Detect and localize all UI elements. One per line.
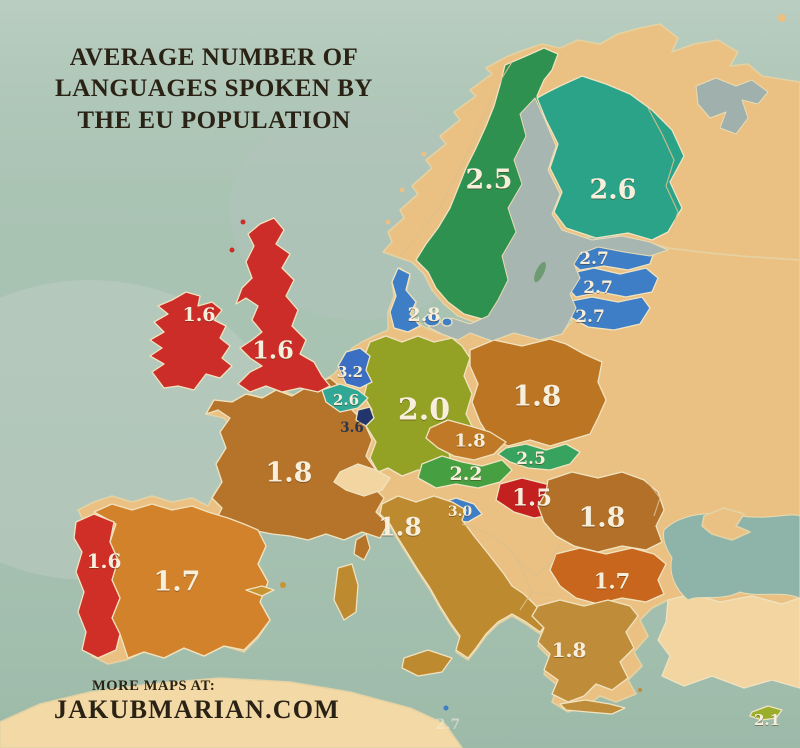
crimea-peninsula [701,507,751,541]
norway-islet-2 [399,187,405,193]
country-cyprus [749,705,783,721]
label-austria-value: 2.2 [449,463,482,485]
aegean-islet-1 [623,638,627,642]
white-sea [695,77,769,135]
label-luxembourg-value: 3.6 [340,420,364,436]
country-turkey [657,593,800,689]
country-malta [443,705,449,711]
label-bulgaria-value: 1.7 [594,569,631,594]
map-title: AVERAGE NUMBER OF LANGUAGES SPOKEN BY TH… [28,42,400,136]
country-austria [417,455,513,489]
country-lithuania [565,296,651,331]
uk-orkney-islet [240,219,246,225]
country-greece [531,599,639,703]
label-hungary-value: 1.5 [512,485,552,512]
spain-balearic-islet [280,582,286,588]
country-luxembourg [355,406,375,427]
aegean-islet-2 [616,663,620,667]
country-latvia [565,267,659,298]
label-ireland-value: 1.6 [182,304,215,326]
label-belgium-value: 2.6 [333,391,359,409]
country-portugal [73,513,121,659]
country-slovakia [497,443,581,471]
moldova-border [645,479,661,517]
more-maps-label: MORE MAPS AT: [92,678,216,694]
country-belgium [321,383,369,413]
map-title-line1: AVERAGE NUMBER OF [69,44,359,71]
label-poland-value: 1.8 [513,380,562,413]
italy-island-sardinia [333,563,359,621]
arctic-islet [778,14,786,22]
finland-russia-border [647,107,679,237]
country-italy [379,495,551,659]
denmark-island-funen [441,317,453,327]
country-romania [537,471,665,553]
label-finland-value: 2.6 [590,175,637,206]
uk-hebrides-islet [229,247,235,253]
label-denmark-value: 2.8 [407,304,440,326]
label-malta-value: 2.7 [436,717,460,733]
north-africa-coast [0,677,463,748]
italy-island-sicily [401,649,453,677]
label-sweden-value: 2.5 [466,165,513,196]
france-island-corsica [353,533,371,561]
label-estonia-value: 2.7 [579,249,609,269]
country-poland [469,338,607,447]
label-portugal-value: 1.6 [87,549,122,573]
baltic-sea [427,97,669,342]
label-latvia-value: 2.7 [583,278,613,298]
label-cyprus-value: 2.1 [754,711,780,729]
label-netherlands-value: 3.2 [337,363,363,381]
denmark-island-zealand [423,313,441,327]
country-finland [536,75,685,241]
greece-island-crete [559,699,626,715]
label-spain-value: 1.7 [154,567,201,598]
aegean-islet-3 [638,688,642,692]
label-slovakia-value: 2.5 [516,449,546,469]
label-romania-value: 1.8 [579,503,626,534]
balkans-border-2 [515,555,557,611]
norway-islet-1 [385,219,391,225]
country-united-kingdom [235,217,331,393]
spain-balearic-islands [245,585,275,597]
label-greece-value: 1.8 [552,638,587,662]
norway-sweden-border [399,61,513,257]
country-denmark [389,267,421,333]
attribution: MORE MAPS AT: JAKUBMARIAN.COM [54,678,340,725]
label-lithuania-value: 2.7 [575,307,605,327]
country-bulgaria [549,547,667,605]
label-italy-value: 1.8 [378,513,422,542]
map-title-line3: THE EU POPULATION [77,106,351,134]
website-text: JAKUBMARIAN.COM [54,695,340,724]
label-france-value: 1.8 [266,458,313,489]
label-slovenia-value: 3.0 [448,504,473,520]
country-france [205,377,389,541]
label-czech-republic-value: 1.8 [454,431,485,452]
balkans-border-1 [461,523,561,577]
country-ireland [149,291,233,391]
gotland-island [534,261,546,283]
country-switzerland [333,463,391,497]
country-netherlands [337,347,373,389]
label-united-kingdom-value: 1.6 [252,336,294,365]
map-title-line2: LANGUAGES SPOKEN BY [55,75,373,103]
norway-islet-3 [421,151,427,157]
country-czech-republic [425,419,507,461]
label-germany-value: 2.0 [398,393,450,428]
